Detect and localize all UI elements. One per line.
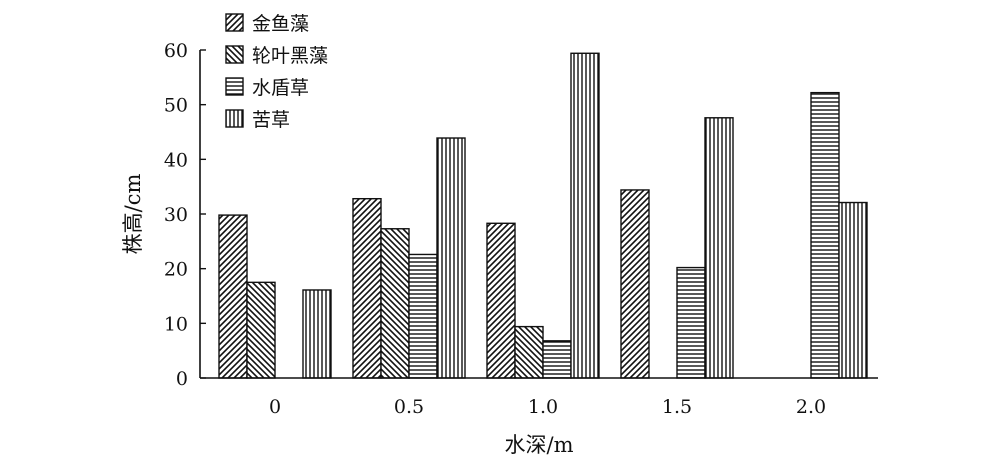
bar-3-2: [676, 266, 706, 379]
x-tick-label: 0: [269, 396, 281, 418]
y-tick-label: 40: [164, 149, 188, 171]
bar-1-2: [408, 253, 438, 379]
x-tick-label: 1.5: [662, 396, 692, 418]
bar-0-0: [218, 214, 248, 379]
legend-label: 水盾草: [252, 77, 309, 99]
bar-0-1: [246, 281, 276, 379]
x-axis-title: 水深/m: [505, 433, 574, 457]
bar-2-0: [486, 222, 516, 379]
legend-swatch: [225, 45, 244, 64]
x-tick-label: 1.0: [528, 396, 558, 418]
x-tick-label: 2.0: [796, 396, 826, 418]
bar-1-3: [436, 137, 466, 379]
bar-3-3: [704, 117, 734, 379]
x-tick-label: 0.5: [394, 396, 424, 418]
y-tick-label: 0: [176, 368, 188, 390]
legend-swatch: [225, 109, 244, 128]
y-tick-label: 50: [164, 95, 188, 117]
bar-4-3: [838, 201, 868, 379]
legend-label: 苦草: [252, 109, 290, 131]
y-tick-label: 20: [164, 259, 188, 281]
bar-2-3: [570, 52, 600, 379]
bar-2-2: [542, 340, 572, 379]
bars-layer: [218, 52, 868, 379]
y-tick-label: 30: [164, 204, 188, 226]
bar-1-1: [380, 228, 410, 379]
bar-1-0: [352, 197, 382, 379]
legend-label: 金鱼藻: [252, 13, 309, 35]
y-ticks: 0 10 20 30 40 50 60: [164, 40, 206, 390]
y-tick-label: 10: [164, 313, 188, 335]
bar-2-1: [514, 325, 544, 379]
bar-0-3: [302, 289, 332, 379]
bar-4-2: [810, 91, 840, 379]
legend-swatch: [225, 77, 244, 96]
y-axis-title: 株高/cm: [121, 174, 145, 255]
legend-swatch: [225, 13, 244, 32]
bar-3-0: [620, 189, 650, 379]
x-ticks: 0 0.5 1.0 1.5 2.0: [269, 396, 826, 418]
y-tick-label: 60: [164, 40, 188, 62]
legend-label: 轮叶黑藻: [252, 45, 328, 67]
